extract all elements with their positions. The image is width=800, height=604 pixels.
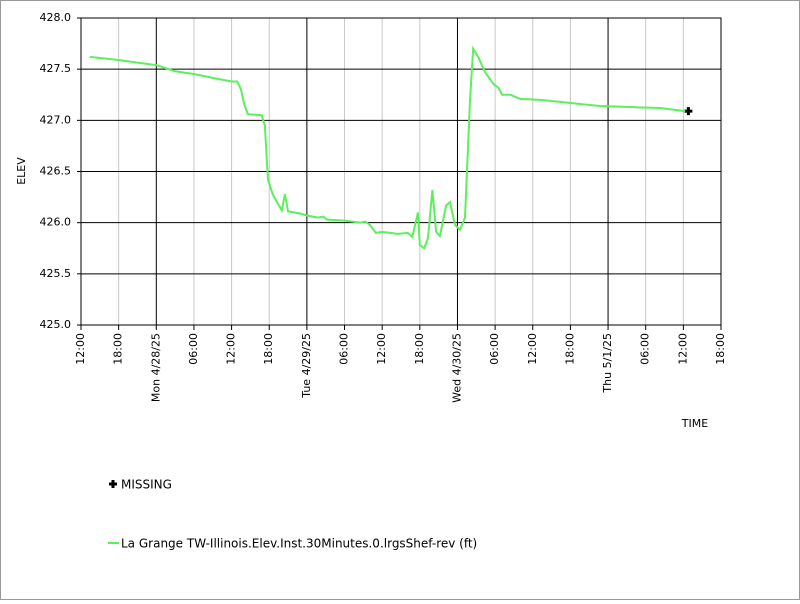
x-tick-label: 12:00 [676,333,689,365]
y-axis-label: ELEV [15,157,28,185]
y-tick-label: 426.5 [40,165,72,178]
legend-marker [109,480,117,488]
x-tick-label: 18:00 [714,333,727,365]
x-tick-label: 06:00 [488,333,501,365]
y-tick-label: 427.0 [40,113,72,126]
legend-label: La Grange TW-Illinois.Elev.Inst.30Minute… [121,537,477,551]
x-tick-label: 18:00 [413,333,426,365]
plot-border [80,17,722,326]
x-tick-label: 12:00 [225,333,238,365]
x-tick-label: 18:00 [112,333,125,365]
x-axis-label: TIME [681,417,708,430]
x-tick-label: 06:00 [187,333,200,365]
x-tick-label: Tue 4/29/25 [300,333,313,399]
y-tick-label: 427.5 [40,62,72,75]
x-tick-label: Mon 4/28/25 [149,333,162,402]
missing-marker [684,107,693,116]
x-tick-label: Thu 5/1/25 [601,333,614,394]
x-tick-label: 18:00 [563,333,576,365]
y-tick-label: 425.0 [40,318,72,331]
data-line [89,45,686,250]
y-tick-label: 428.0 [40,11,72,24]
x-tick-label: 12:00 [375,333,388,365]
x-tick-label: 06:00 [338,333,351,365]
x-tick-label: 12:00 [74,333,87,365]
x-tick-label: 18:00 [262,333,275,365]
x-tick-label: 12:00 [526,333,539,365]
x-tick-label: Wed 4/30/25 [450,333,463,403]
x-tick-label: 06:00 [639,333,652,365]
y-tick-label: 426.0 [40,216,72,229]
legend-label: MISSING [121,478,172,492]
y-tick-label: 425.5 [40,267,72,280]
